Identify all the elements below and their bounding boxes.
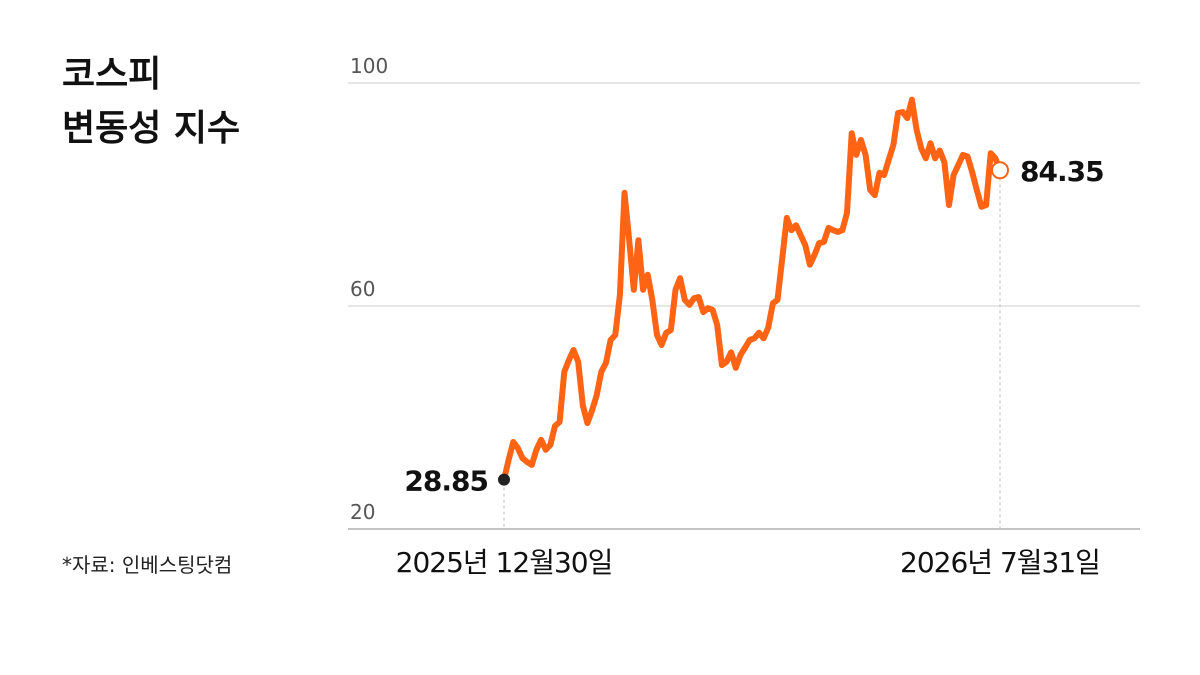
end-marker	[498, 473, 510, 486]
data-label: 84.35	[1020, 155, 1104, 188]
y-tick-label: 20	[350, 500, 375, 524]
y-tick-label: 60	[350, 277, 375, 301]
chart-title: 변동성 지수	[62, 108, 240, 149]
y-tick-label: 100	[350, 54, 388, 78]
chart-title: 코스피	[62, 54, 161, 95]
line	[501, 96, 1003, 483]
data-label: 28.85	[404, 465, 488, 498]
end-marker	[991, 161, 1009, 180]
source-note: *자료: 인베스팅닷컴	[62, 553, 232, 577]
x-tick-label: 2026년 7월31일	[900, 546, 1100, 579]
x-tick-label: 2025년 12월30일	[396, 546, 613, 579]
